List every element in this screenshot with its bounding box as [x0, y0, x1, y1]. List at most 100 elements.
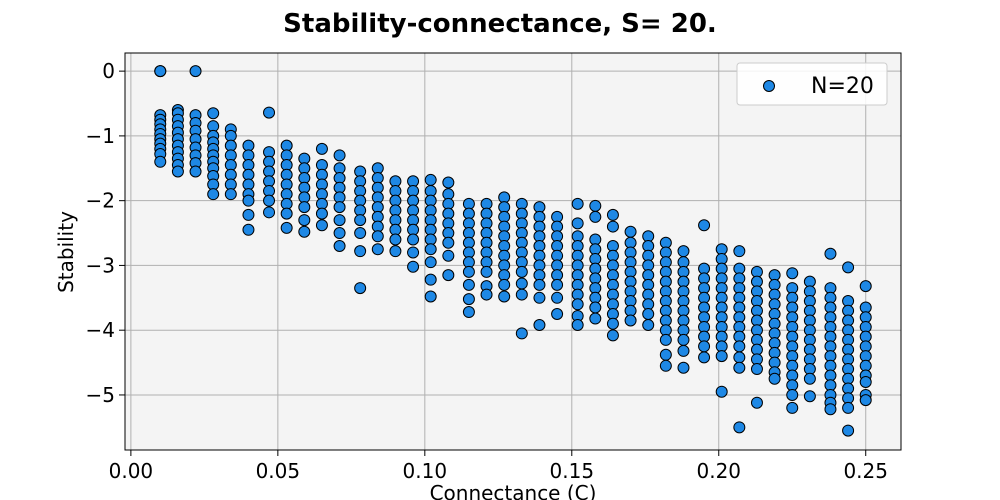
- legend-box: [736, 62, 888, 106]
- data-point: [171, 165, 184, 178]
- data-point: [677, 333, 690, 346]
- y-tick-label: 0: [102, 59, 115, 83]
- data-point: [280, 207, 293, 220]
- data-point: [750, 396, 763, 409]
- data-point: [498, 278, 511, 291]
- data-point: [298, 225, 311, 238]
- legend: N=20: [736, 62, 888, 106]
- data-point: [606, 329, 619, 342]
- data-point: [189, 165, 202, 178]
- legend-label: N=20: [811, 74, 874, 99]
- data-point: [442, 236, 455, 249]
- x-tick-label: 0.15: [550, 459, 595, 483]
- chart-title: Stability-connectance, S= 20.: [283, 9, 717, 39]
- data-point: [515, 327, 528, 340]
- data-point: [315, 219, 328, 232]
- data-point: [803, 372, 816, 385]
- data-point: [354, 282, 367, 295]
- data-point: [659, 348, 672, 361]
- data-point: [571, 217, 584, 230]
- plot-frame: [124, 52, 902, 451]
- data-point: [589, 301, 602, 314]
- data-point: [859, 375, 872, 388]
- data-point: [677, 245, 690, 258]
- data-point: [803, 390, 816, 403]
- data-point: [333, 201, 346, 214]
- data-point: [824, 403, 837, 416]
- data-point: [333, 239, 346, 252]
- data-point: [424, 256, 437, 269]
- data-point: [442, 176, 455, 189]
- data-point: [333, 214, 346, 227]
- data-point: [589, 312, 602, 325]
- x-tick-label: 0.10: [403, 459, 448, 483]
- data-point: [533, 291, 546, 304]
- x-axis-ticks: 0.00 0.05 0.10 0.15 0.20 0.25: [109, 450, 888, 483]
- data-point: [371, 230, 384, 243]
- data-point: [263, 194, 276, 207]
- data-point: [298, 214, 311, 227]
- data-point: [859, 394, 872, 407]
- data-point: [842, 261, 855, 274]
- data-point: [589, 210, 602, 223]
- data-point: [333, 149, 346, 162]
- scatter-points: [154, 65, 872, 437]
- data-point: [571, 197, 584, 210]
- data-point: [424, 290, 437, 303]
- y-tick-label: −3: [86, 253, 115, 277]
- data-point: [677, 361, 690, 374]
- data-point: [606, 317, 619, 330]
- data-point: [571, 298, 584, 311]
- data-point: [462, 306, 475, 319]
- data-point: [498, 290, 511, 303]
- y-tick-label: −1: [86, 124, 115, 148]
- data-point: [371, 243, 384, 256]
- data-point: [515, 288, 528, 301]
- data-point: [824, 247, 837, 260]
- data-point: [280, 221, 293, 234]
- data-point: [315, 207, 328, 220]
- data-point: [424, 173, 437, 186]
- data-point: [242, 223, 255, 236]
- data-point: [442, 269, 455, 282]
- data-point: [462, 293, 475, 306]
- data-point: [551, 278, 564, 291]
- data-point: [750, 363, 763, 376]
- data-point: [462, 278, 475, 291]
- data-point: [207, 188, 220, 201]
- data-point: [242, 194, 255, 207]
- data-point: [533, 278, 546, 291]
- data-point: [263, 106, 276, 119]
- data-point: [733, 245, 746, 258]
- data-point: [715, 385, 728, 398]
- data-point: [715, 350, 728, 363]
- data-point: [606, 208, 619, 221]
- data-point: [733, 340, 746, 353]
- y-tick-label: −2: [86, 189, 115, 213]
- data-point: [354, 214, 367, 227]
- data-point: [154, 65, 167, 78]
- data-point: [407, 260, 420, 273]
- data-point: [480, 265, 493, 278]
- data-point: [207, 107, 220, 120]
- legend-marker: [763, 80, 775, 92]
- data-point: [515, 265, 528, 278]
- plot-area: [125, 53, 901, 450]
- data-point: [859, 280, 872, 293]
- data-point: [733, 351, 746, 364]
- data-point: [659, 333, 672, 346]
- data-point: [551, 307, 564, 320]
- data-point: [462, 265, 475, 278]
- x-axis-label: Connectance (C): [430, 481, 597, 500]
- data-point: [480, 288, 493, 301]
- x-tick-label: 0.25: [843, 459, 888, 483]
- y-tick-label: −4: [86, 318, 115, 342]
- data-point: [786, 401, 799, 414]
- data-point: [733, 361, 746, 374]
- data-point: [533, 319, 546, 332]
- data-point: [407, 246, 420, 259]
- data-point: [624, 225, 637, 238]
- data-point: [642, 307, 655, 320]
- data-point: [333, 227, 346, 240]
- data-point: [315, 142, 328, 155]
